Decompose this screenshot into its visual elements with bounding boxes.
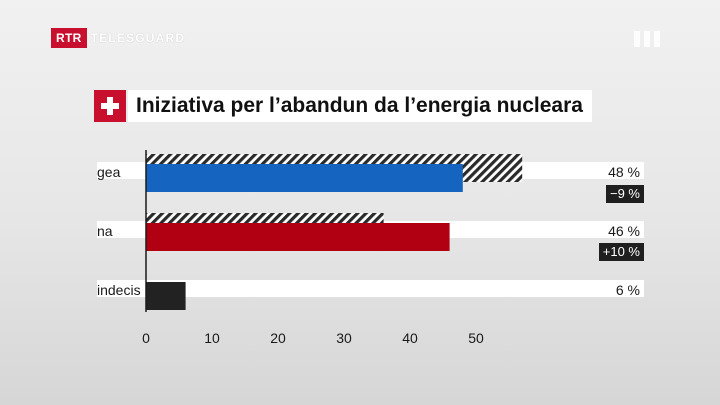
telesguard-wordmark: TELESGUARD: [90, 31, 186, 45]
x-tick-label-20: 20: [270, 330, 286, 346]
category-label-gea: gea: [97, 164, 121, 180]
x-tick-label-0: 0: [142, 330, 150, 346]
x-tick-label-30: 30: [336, 330, 352, 346]
value-label-gea: 48 %: [608, 164, 640, 180]
x-tick-label-40: 40: [402, 330, 418, 346]
bar-indecis: [146, 282, 186, 310]
change-badge-gea: −9 %: [606, 185, 644, 203]
x-tick-label-50: 50: [468, 330, 484, 346]
bar-na: [146, 223, 450, 251]
bar-gea: [146, 164, 463, 192]
rtr-logo: RTR TELESGUARD: [51, 28, 185, 48]
x-tick-label-10: 10: [204, 330, 220, 346]
channel-icon: [634, 31, 664, 47]
bar-track-indecis: [97, 280, 644, 297]
change-badge-na: +10 %: [598, 243, 644, 261]
value-label-na: 46 %: [608, 223, 640, 239]
chart-title: Iniziativa per l’abandun da l’energia nu…: [128, 90, 592, 122]
chart-title-bar: Iniziativa per l’abandun da l’energia nu…: [94, 90, 592, 122]
rtr-logo-mark: RTR: [51, 28, 87, 48]
category-label-indecis: indecis: [97, 282, 141, 298]
value-label-indecis: 6 %: [615, 282, 640, 298]
swiss-flag-icon: [94, 90, 126, 122]
category-label-na: na: [97, 223, 113, 239]
